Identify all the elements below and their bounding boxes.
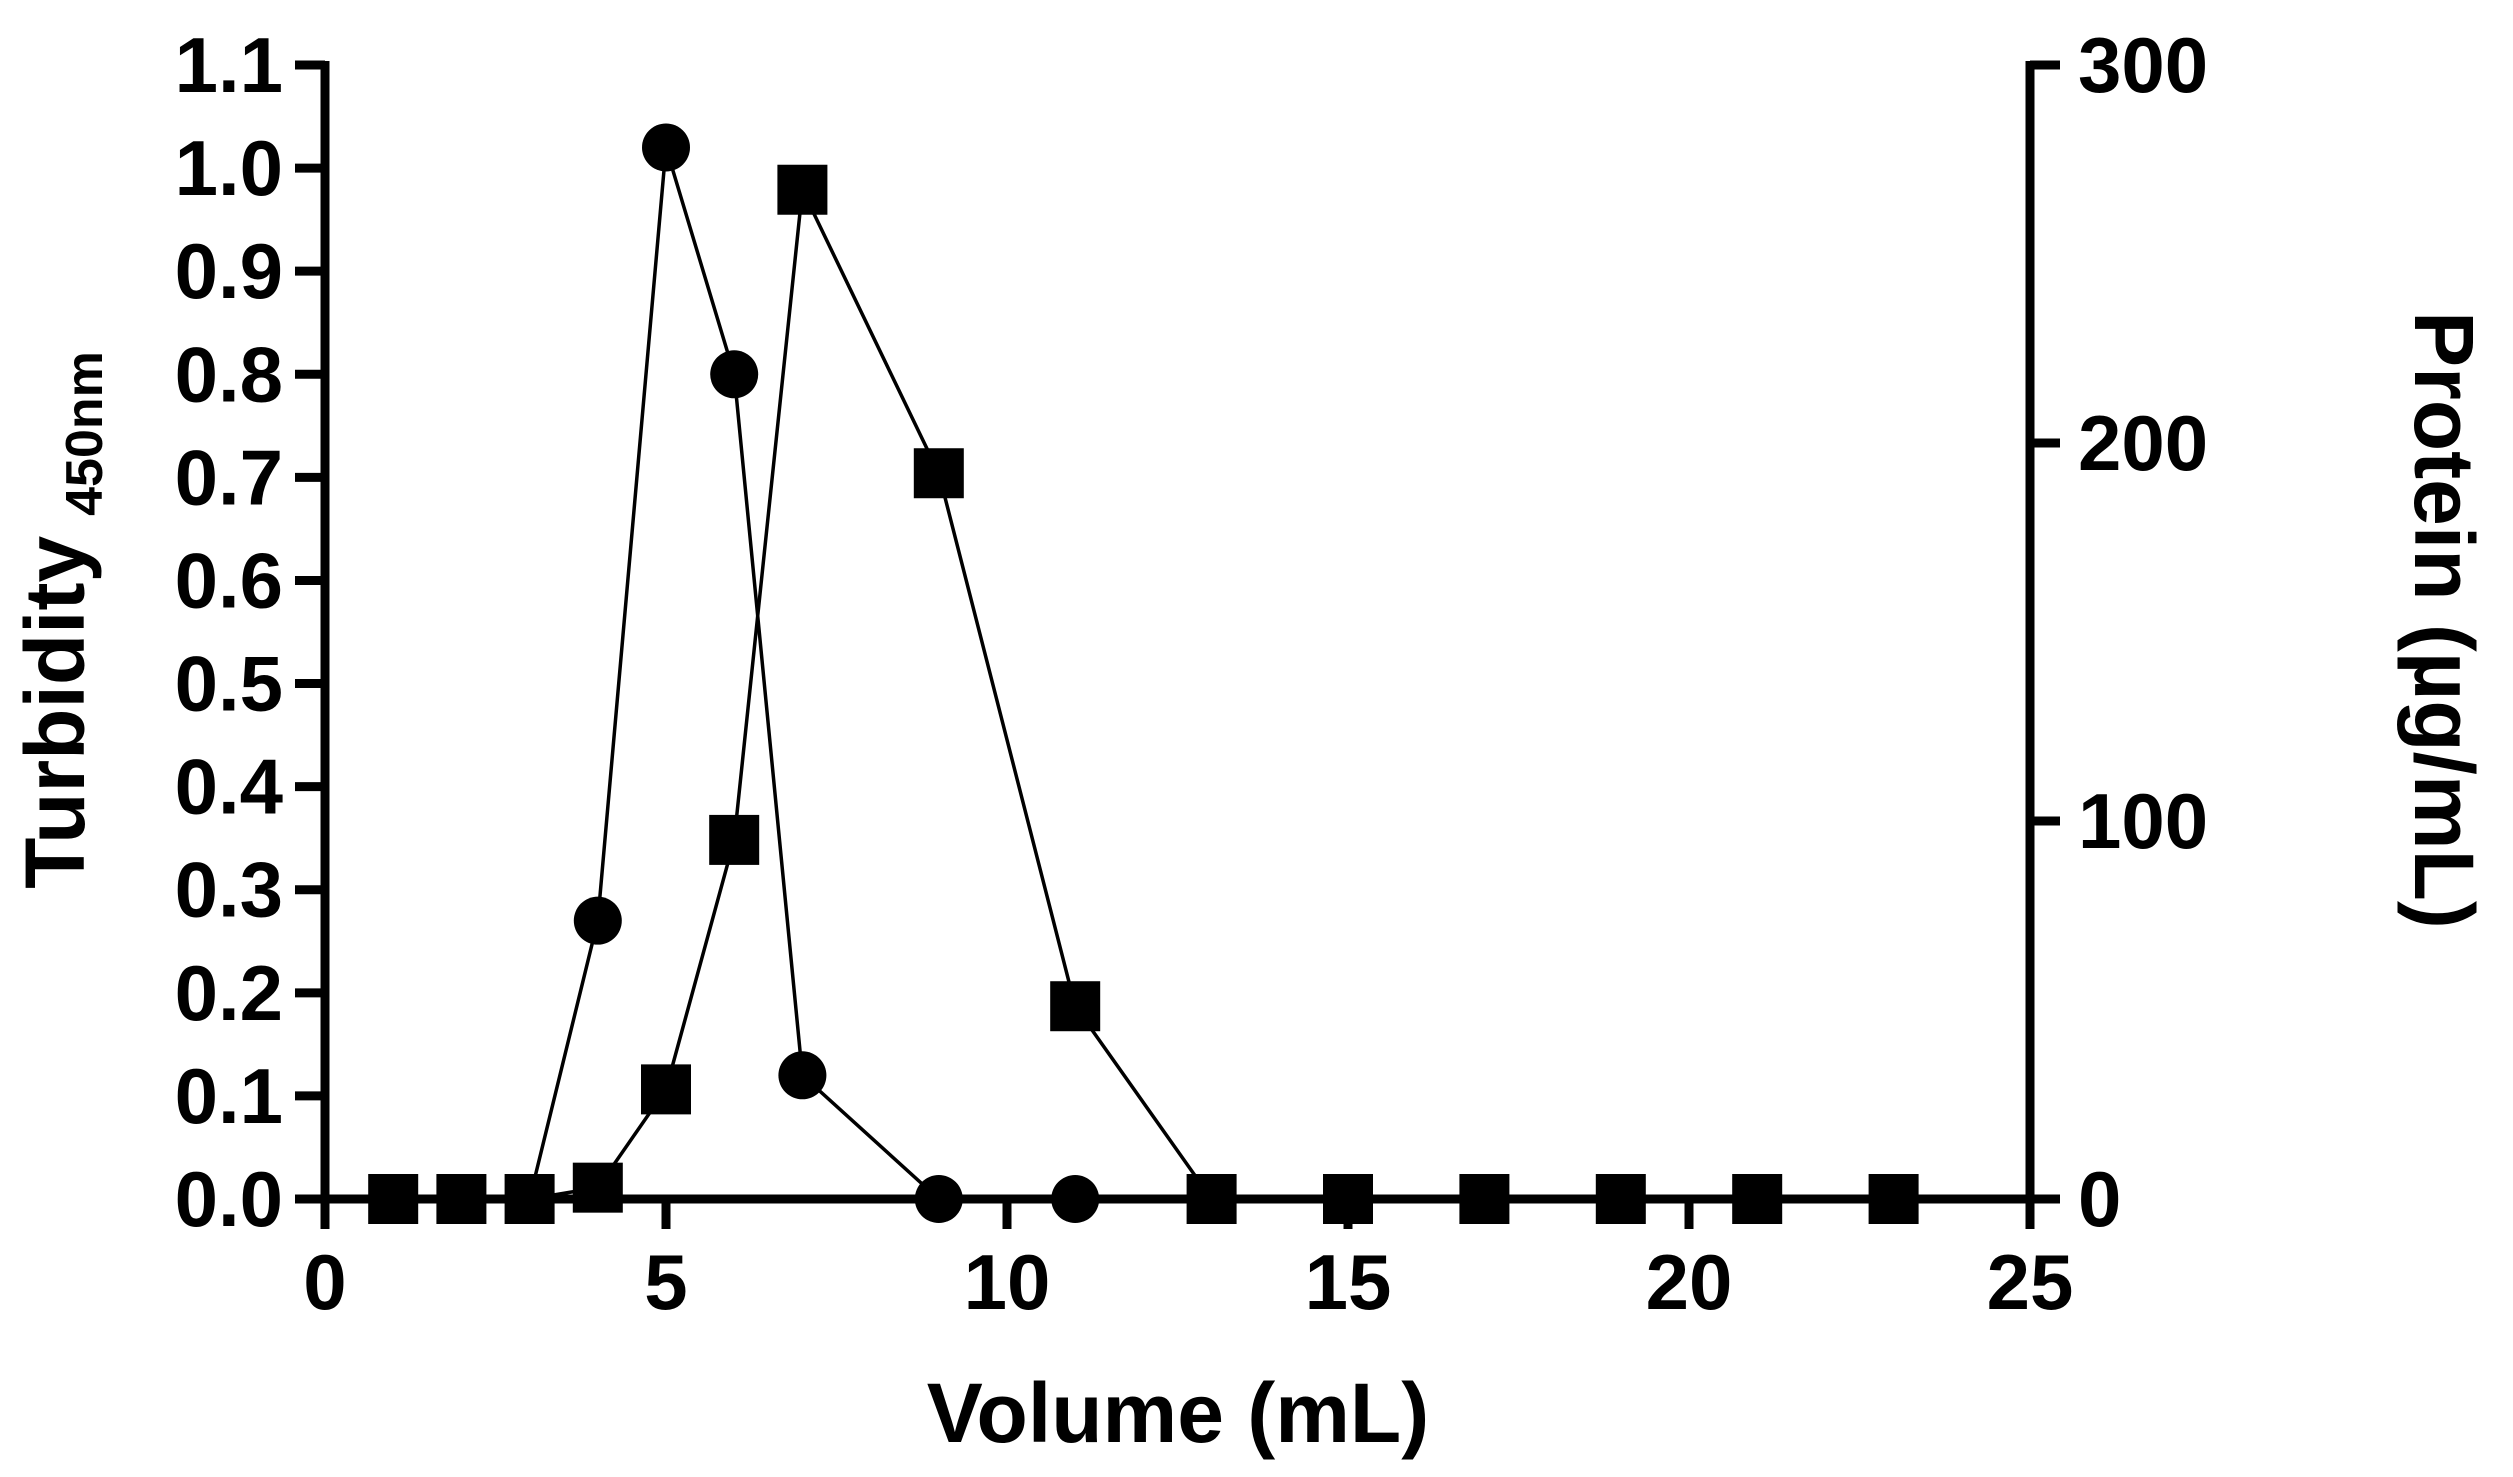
data-point-square — [641, 1064, 691, 1115]
x-axis-title: Volume (mL) — [927, 1366, 1429, 1460]
data-point-circle — [642, 123, 690, 172]
plot-markers — [368, 123, 1919, 1224]
plot-lines — [393, 146, 1894, 1201]
x-tick-label: 10 — [964, 1238, 1051, 1326]
y-axis-title-subscript: 450nm — [56, 351, 114, 516]
y-tick-label: 0.9 — [175, 227, 283, 315]
y-tick-label: 0.7 — [175, 433, 283, 521]
data-point-square — [709, 814, 760, 865]
y-tick-label: 0.5 — [175, 640, 283, 728]
y2-axis-title: Protein (µg/mL) — [2397, 311, 2491, 929]
x-tick-label: 5 — [644, 1238, 687, 1326]
y-tick-label: 1.1 — [175, 21, 283, 109]
y-tick-label: 0.1 — [175, 1052, 283, 1140]
y-tick-label: 0.8 — [175, 330, 283, 418]
data-point-circle — [710, 350, 759, 399]
x-tick-label: 20 — [1646, 1238, 1733, 1326]
data-point-square — [777, 164, 828, 215]
y2-tick-label: 200 — [2078, 399, 2208, 487]
x-tick-label: 0 — [303, 1238, 346, 1326]
y2-tick-label: 100 — [2078, 777, 2208, 865]
series-line-circle — [393, 146, 1076, 1201]
y-tick-label: 0.0 — [175, 1155, 283, 1243]
y-tick-label: 1.0 — [175, 124, 283, 212]
y-tick-label: 0.6 — [175, 536, 283, 624]
y-axis-title: Turbidity 450nm — [8, 351, 114, 889]
data-point-square — [1050, 981, 1101, 1032]
axes — [295, 60, 2060, 1229]
y-tick-label: 0.4 — [175, 743, 283, 831]
y-tick-label: 0.3 — [175, 846, 283, 934]
y2-tick-label: 0 — [2078, 1155, 2121, 1243]
x-tick-label: 25 — [1987, 1238, 2074, 1326]
data-point-square — [913, 448, 964, 499]
y2-tick-label: 300 — [2078, 21, 2208, 109]
x-tick-label: 15 — [1305, 1238, 1392, 1326]
data-point-circle — [573, 896, 622, 945]
y-axis-title-main: Turbidity — [8, 536, 102, 889]
tick-labels: 0 5 10 15 20 25 0.0 0.1 0.2 0.3 0.4 0.5 0.6 0.7 0.8 0.9… — [175, 21, 2209, 1326]
y-tick-label: 0.2 — [175, 949, 283, 1037]
data-point-square — [572, 1162, 623, 1213]
data-point-circle — [778, 1051, 827, 1100]
